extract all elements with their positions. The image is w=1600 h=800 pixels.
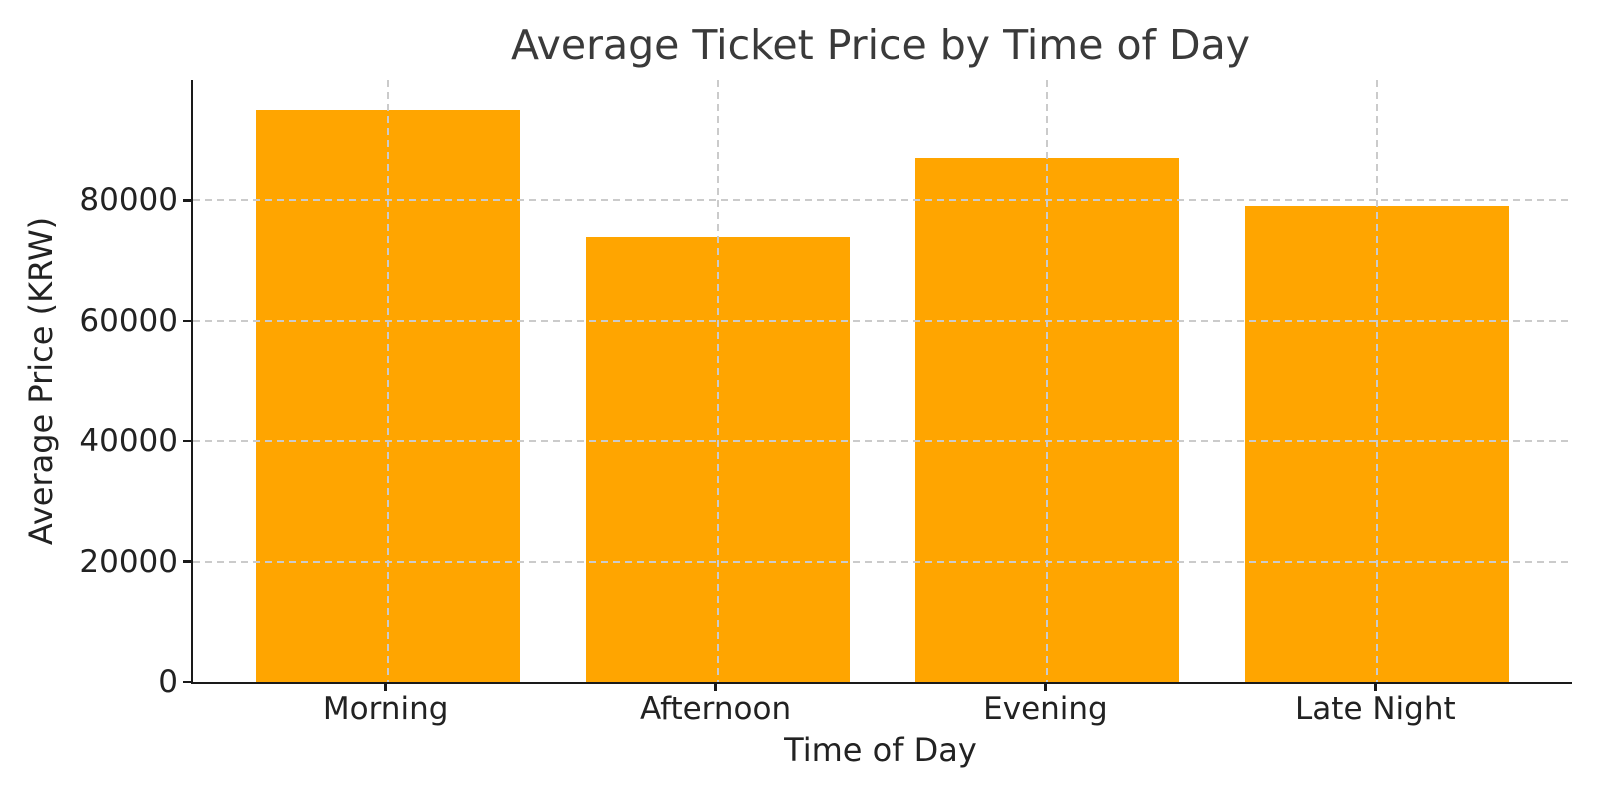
plot-area: [191, 80, 1572, 684]
h-gridline-60000: [193, 319, 1572, 322]
y-tick-mark-80000: [183, 199, 191, 202]
x-axis-label: Time of Day: [784, 731, 977, 769]
x-tick-mark-3: [1374, 682, 1377, 691]
x-tick-label-0: Morning: [322, 691, 449, 727]
h-gridline-80000: [193, 199, 1572, 202]
y-tick-label-0: 0: [158, 664, 178, 700]
y-tick-mark-20000: [183, 560, 191, 563]
h-gridline-40000: [193, 440, 1572, 443]
h-gridline-20000: [193, 560, 1572, 563]
v-gridline-morning: [386, 80, 389, 682]
v-gridline-late-night: [1376, 80, 1379, 682]
y-axis-label: Average Price (KRW): [22, 216, 60, 546]
y-tick-label-60000: 60000: [79, 302, 178, 339]
y-tick-label-20000: 20000: [79, 543, 178, 580]
y-tick-mark-40000: [183, 439, 191, 443]
x-tick-mark-0: [384, 682, 387, 691]
x-tick-mark-2: [1044, 682, 1047, 691]
v-gridline-afternoon: [716, 80, 719, 682]
x-tick-label-1: Afternoon: [639, 691, 792, 727]
v-gridline-evening: [1046, 80, 1049, 682]
x-tick-label-2: Evening: [983, 691, 1108, 727]
y-tick-mark-0: [183, 680, 191, 684]
x-tick-mark-1: [714, 682, 717, 691]
y-tick-label-40000: 40000: [79, 423, 178, 460]
chart-title: Average Ticket Price by Time of Day: [511, 21, 1250, 69]
y-tick-mark-60000: [183, 319, 191, 323]
x-tick-label-3: Late Night: [1295, 691, 1456, 727]
y-tick-label-80000: 80000: [79, 182, 178, 219]
